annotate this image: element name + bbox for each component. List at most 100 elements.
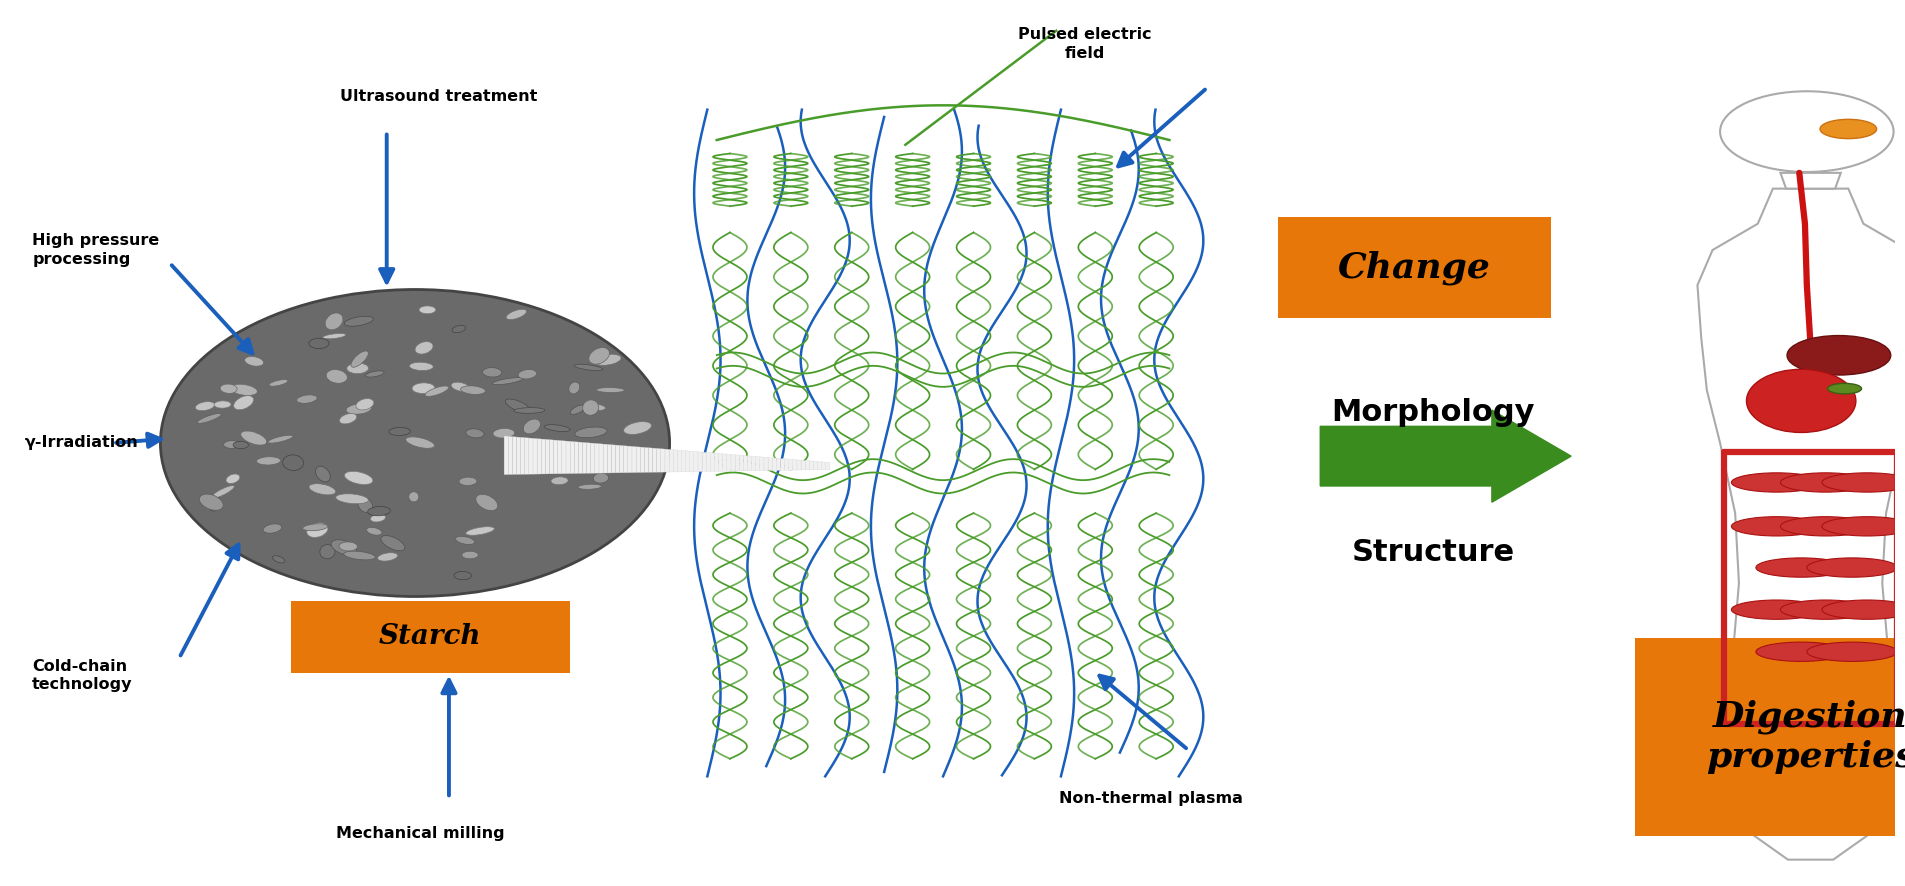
- Ellipse shape: [589, 347, 610, 364]
- Polygon shape: [516, 437, 520, 474]
- Polygon shape: [672, 450, 678, 472]
- Ellipse shape: [343, 551, 375, 560]
- Polygon shape: [524, 438, 530, 474]
- Ellipse shape: [1806, 642, 1897, 662]
- Polygon shape: [587, 443, 591, 473]
- Ellipse shape: [570, 405, 585, 415]
- Polygon shape: [714, 453, 718, 471]
- Polygon shape: [537, 439, 541, 474]
- Ellipse shape: [491, 377, 524, 385]
- Polygon shape: [693, 452, 697, 471]
- Ellipse shape: [623, 422, 652, 434]
- Ellipse shape: [505, 399, 530, 413]
- Polygon shape: [789, 459, 792, 470]
- Polygon shape: [735, 455, 739, 471]
- Ellipse shape: [345, 316, 373, 326]
- Ellipse shape: [227, 474, 240, 484]
- Polygon shape: [825, 462, 831, 470]
- Polygon shape: [821, 462, 825, 470]
- Ellipse shape: [356, 399, 373, 410]
- Ellipse shape: [208, 494, 221, 511]
- Polygon shape: [796, 460, 800, 470]
- Polygon shape: [772, 458, 777, 470]
- Ellipse shape: [282, 455, 303, 470]
- Ellipse shape: [326, 313, 343, 330]
- Ellipse shape: [1781, 473, 1871, 492]
- Polygon shape: [657, 448, 661, 472]
- Polygon shape: [711, 453, 714, 471]
- Ellipse shape: [272, 556, 286, 563]
- Ellipse shape: [419, 306, 436, 314]
- Polygon shape: [792, 460, 796, 470]
- Polygon shape: [718, 454, 722, 471]
- Text: Mechanical milling: Mechanical milling: [337, 826, 505, 841]
- Ellipse shape: [339, 542, 358, 551]
- Polygon shape: [505, 436, 509, 475]
- Polygon shape: [806, 461, 810, 470]
- Polygon shape: [800, 460, 806, 470]
- Polygon shape: [608, 445, 612, 473]
- Ellipse shape: [577, 485, 602, 489]
- Ellipse shape: [425, 386, 448, 396]
- Ellipse shape: [1821, 517, 1905, 536]
- Polygon shape: [640, 447, 644, 472]
- Polygon shape: [623, 446, 629, 473]
- Ellipse shape: [269, 379, 288, 386]
- Ellipse shape: [339, 414, 356, 424]
- Ellipse shape: [351, 351, 368, 368]
- Ellipse shape: [1821, 600, 1905, 619]
- Polygon shape: [810, 461, 813, 470]
- Text: Ultrasound treatment: Ultrasound treatment: [339, 89, 537, 104]
- Polygon shape: [612, 445, 615, 473]
- Ellipse shape: [592, 473, 610, 483]
- Polygon shape: [682, 450, 686, 472]
- Polygon shape: [566, 441, 570, 474]
- Polygon shape: [678, 450, 682, 472]
- Ellipse shape: [459, 478, 476, 486]
- Ellipse shape: [221, 384, 236, 393]
- Ellipse shape: [476, 494, 497, 510]
- Ellipse shape: [467, 526, 493, 535]
- Polygon shape: [644, 447, 648, 472]
- Text: Non-thermal plasma: Non-thermal plasma: [1059, 790, 1242, 805]
- Polygon shape: [594, 443, 598, 473]
- Ellipse shape: [1787, 336, 1892, 375]
- Ellipse shape: [240, 431, 267, 445]
- Ellipse shape: [1819, 120, 1876, 138]
- Polygon shape: [665, 449, 669, 472]
- Ellipse shape: [316, 466, 330, 482]
- Polygon shape: [636, 447, 640, 472]
- Polygon shape: [760, 457, 764, 470]
- Ellipse shape: [231, 385, 257, 395]
- Ellipse shape: [1821, 473, 1905, 492]
- Ellipse shape: [223, 440, 240, 448]
- Polygon shape: [777, 458, 781, 470]
- Polygon shape: [512, 437, 516, 474]
- Ellipse shape: [507, 309, 526, 320]
- Polygon shape: [1697, 189, 1905, 859]
- Ellipse shape: [234, 396, 253, 409]
- Ellipse shape: [583, 403, 606, 410]
- Ellipse shape: [198, 414, 221, 424]
- Ellipse shape: [575, 427, 608, 438]
- Ellipse shape: [297, 395, 318, 403]
- Ellipse shape: [1756, 558, 1846, 577]
- Ellipse shape: [410, 362, 432, 370]
- Ellipse shape: [244, 356, 263, 366]
- Polygon shape: [591, 443, 594, 473]
- Polygon shape: [541, 439, 545, 474]
- Polygon shape: [1781, 173, 1840, 189]
- Text: Change: Change: [1337, 251, 1492, 284]
- Ellipse shape: [1756, 642, 1846, 662]
- Ellipse shape: [554, 447, 577, 455]
- Polygon shape: [703, 452, 707, 471]
- Polygon shape: [509, 436, 512, 475]
- Ellipse shape: [411, 383, 434, 393]
- Ellipse shape: [1827, 384, 1861, 394]
- Ellipse shape: [232, 441, 248, 448]
- Ellipse shape: [389, 427, 410, 436]
- FancyBboxPatch shape: [1634, 638, 1905, 835]
- Ellipse shape: [594, 354, 621, 365]
- Ellipse shape: [381, 535, 406, 551]
- Ellipse shape: [347, 363, 368, 374]
